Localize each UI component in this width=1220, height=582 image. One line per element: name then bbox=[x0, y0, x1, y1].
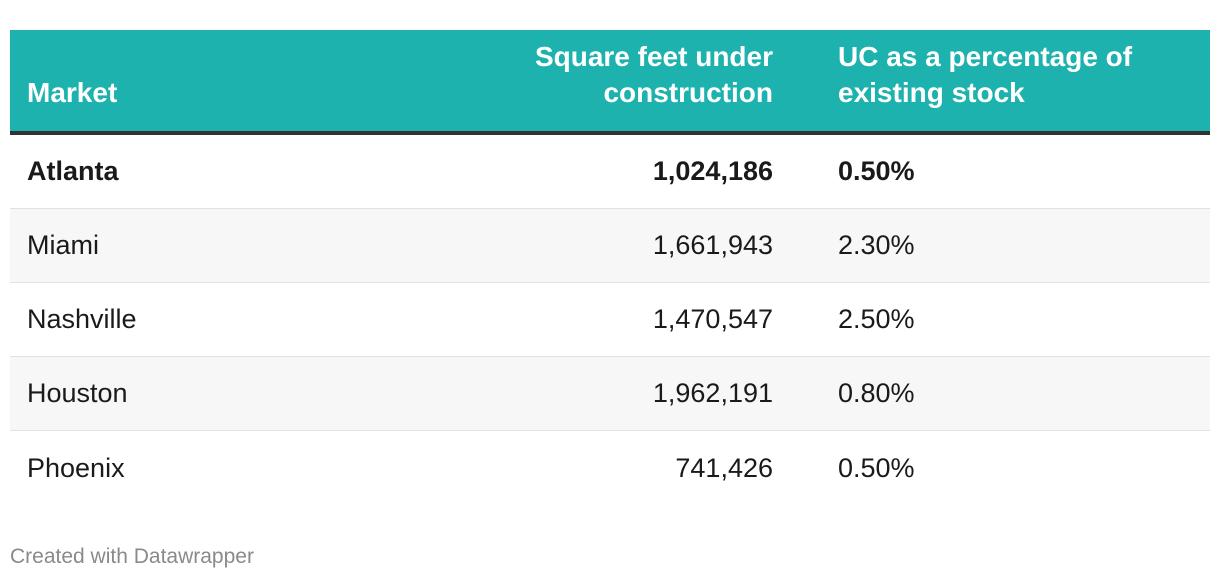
header-market[interactable]: Market bbox=[27, 77, 118, 108]
cell-market: Atlanta bbox=[27, 156, 119, 186]
table-row: Nashville 1,470,547 2.50% bbox=[10, 283, 1210, 357]
cell-market: Nashville bbox=[27, 304, 137, 334]
cell-square-feet: 1,661,943 bbox=[652, 230, 773, 260]
cell-market: Miami bbox=[27, 230, 99, 260]
cell-uc-percentage: 0.50% bbox=[838, 156, 915, 186]
cell-uc-percentage: 0.80% bbox=[838, 378, 915, 408]
cell-uc-percentage: 2.50% bbox=[838, 304, 915, 334]
table-row: Atlanta 1,024,186 0.50% bbox=[10, 135, 1210, 209]
table-row: Phoenix 741,426 0.50% bbox=[10, 431, 1210, 505]
data-table: Market Square feet under construction UC… bbox=[10, 30, 1210, 505]
table-row: Houston 1,962,191 0.80% bbox=[10, 357, 1210, 431]
cell-uc-percentage: 0.50% bbox=[838, 452, 915, 483]
table-header-row: Market Square feet under construction UC… bbox=[10, 30, 1210, 135]
cell-square-feet: 741,426 bbox=[675, 452, 773, 483]
datawrapper-credit[interactable]: Created with Datawrapper bbox=[10, 545, 254, 568]
cell-uc-percentage: 2.30% bbox=[838, 230, 915, 260]
header-uc-percentage[interactable]: UC as a percentage of existing stock bbox=[838, 41, 1133, 108]
header-square-feet[interactable]: Square feet under construction bbox=[534, 41, 773, 108]
cell-square-feet: 1,962,191 bbox=[652, 378, 773, 408]
cell-square-feet: 1,024,186 bbox=[652, 156, 773, 186]
cell-market: Phoenix bbox=[27, 452, 125, 483]
cell-market: Houston bbox=[27, 378, 128, 408]
table-row: Miami 1,661,943 2.30% bbox=[10, 209, 1210, 283]
cell-square-feet: 1,470,547 bbox=[652, 304, 773, 334]
